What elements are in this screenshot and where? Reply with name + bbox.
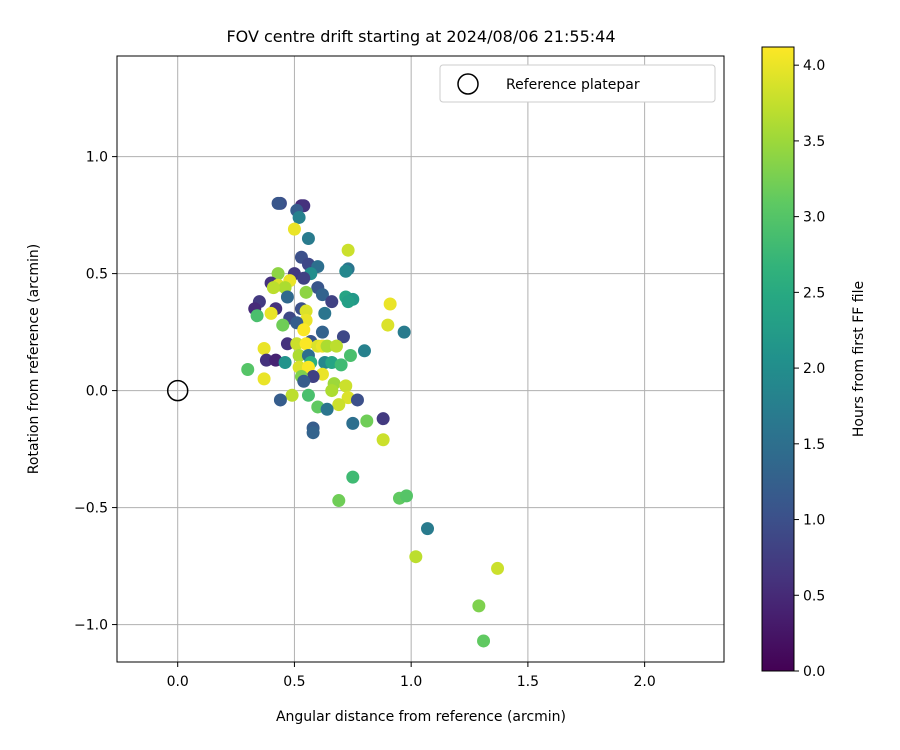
scatter-point [397, 325, 411, 339]
scatter-point [477, 634, 491, 648]
legend: Reference platepar [439, 64, 716, 103]
scatter-point [280, 290, 294, 304]
scatter-point [336, 330, 350, 344]
scatter-point [299, 304, 313, 318]
plot-area [117, 56, 724, 662]
x-tick-label: 0.0 [167, 674, 189, 690]
scatter-point [271, 196, 285, 210]
y-tick-label: −1.0 [74, 618, 108, 634]
y-tick-label: 0.0 [86, 384, 108, 400]
colorbar-tick-label: 3.5 [803, 134, 825, 150]
colorbar [761, 46, 795, 672]
scatter-point [297, 271, 311, 285]
grid-lines [117, 56, 724, 662]
scatter-point [241, 363, 255, 377]
scatter-point [276, 318, 290, 332]
scatter-point [306, 426, 320, 440]
y-tick-label: 0.5 [86, 267, 108, 283]
scatter-point [287, 222, 301, 236]
scatter-point [292, 210, 306, 224]
scatter-point [315, 288, 329, 302]
scatter-point [250, 309, 264, 323]
legend-reference-marker [457, 73, 479, 95]
colorbar-ticks: 0.0 0.5 1.0 1.5 2.0 2.5 3.0 3.5 4.0 [794, 58, 825, 680]
colorbar-tick-label: 3.0 [803, 210, 825, 226]
scatter-point [360, 414, 374, 428]
scatter-point [329, 339, 343, 353]
y-axis-ticks: −1.0 −0.5 0.0 0.5 1.0 [74, 150, 117, 634]
scatter-point [341, 295, 355, 309]
scatter-point [285, 388, 299, 402]
scatter-point [341, 243, 355, 257]
scatter-point [376, 412, 390, 426]
data-points [241, 196, 505, 648]
scatter-point [325, 295, 339, 309]
scatter-point [332, 494, 346, 508]
scatter-point [339, 264, 353, 278]
scatter-point [290, 337, 304, 351]
colorbar-tick-label: 1.5 [803, 437, 825, 453]
legend-box [439, 64, 716, 103]
scatter-point [257, 341, 271, 355]
chart-title: FOV centre drift starting at 2024/08/06 … [226, 27, 615, 46]
colorbar-tick-label: 0.5 [803, 588, 825, 604]
scatter-point [325, 384, 339, 398]
x-tick-label: 2.0 [633, 674, 655, 690]
scatter-point [334, 358, 348, 372]
scatter-point [292, 348, 306, 362]
scatter-point [381, 318, 395, 332]
scatter-point [346, 470, 360, 484]
x-tick-label: 1.5 [517, 674, 539, 690]
x-tick-label: 1.0 [400, 674, 422, 690]
scatter-point [273, 393, 287, 407]
scatter-point [318, 306, 332, 320]
scatter-point [491, 561, 505, 575]
scatter-point [357, 344, 371, 358]
scatter-point [301, 388, 315, 402]
reference-platepar-marker [166, 379, 189, 402]
scatter-point [346, 416, 360, 430]
scatter-point [343, 348, 357, 362]
scatter-point [271, 267, 285, 281]
scatter-point [332, 398, 346, 412]
scatter-point [315, 325, 329, 339]
colorbar-tick-label: 4.0 [803, 58, 825, 74]
plot-frame [116, 55, 725, 663]
colorbar-tick-label: 0.0 [803, 664, 825, 680]
legend-label: Reference platepar [506, 77, 640, 93]
scatter-point [264, 306, 278, 320]
scatter-point [259, 353, 273, 367]
x-axis-label: Angular distance from reference (arcmin) [276, 709, 566, 725]
scatter-point [376, 433, 390, 447]
scatter-point [299, 337, 313, 351]
y-tick-label: 1.0 [86, 150, 108, 166]
scatter-point [350, 393, 364, 407]
scatter-point [399, 489, 413, 503]
scatter-point [266, 281, 280, 295]
scatter-point [472, 599, 486, 613]
colorbar-tick-label: 2.5 [803, 285, 825, 301]
scatter-point [383, 297, 397, 311]
scatter-point [409, 550, 423, 564]
y-axis-label: Rotation from reference (arcmin) [26, 244, 42, 474]
scatter-point [257, 372, 271, 386]
scatter-point [280, 337, 294, 351]
scatter-point [320, 339, 334, 353]
scatter-point [339, 379, 353, 393]
colorbar-tick-label: 1.0 [803, 513, 825, 529]
colorbar-label: Hours from first FF file [851, 281, 867, 437]
x-axis-ticks: 0.0 0.5 1.0 1.5 2.0 [167, 662, 656, 690]
scatter-point [421, 522, 435, 536]
y-tick-label: −0.5 [74, 501, 108, 517]
x-tick-label: 0.5 [283, 674, 305, 690]
reference-marker-group [166, 379, 189, 402]
scatter-point [297, 323, 311, 337]
scatter-point [299, 285, 313, 299]
colorbar-tick-label: 2.0 [803, 361, 825, 377]
scatter-point [301, 232, 315, 246]
scatter-point [278, 356, 292, 370]
scatter-point [297, 374, 311, 388]
scatter-point [320, 402, 334, 416]
